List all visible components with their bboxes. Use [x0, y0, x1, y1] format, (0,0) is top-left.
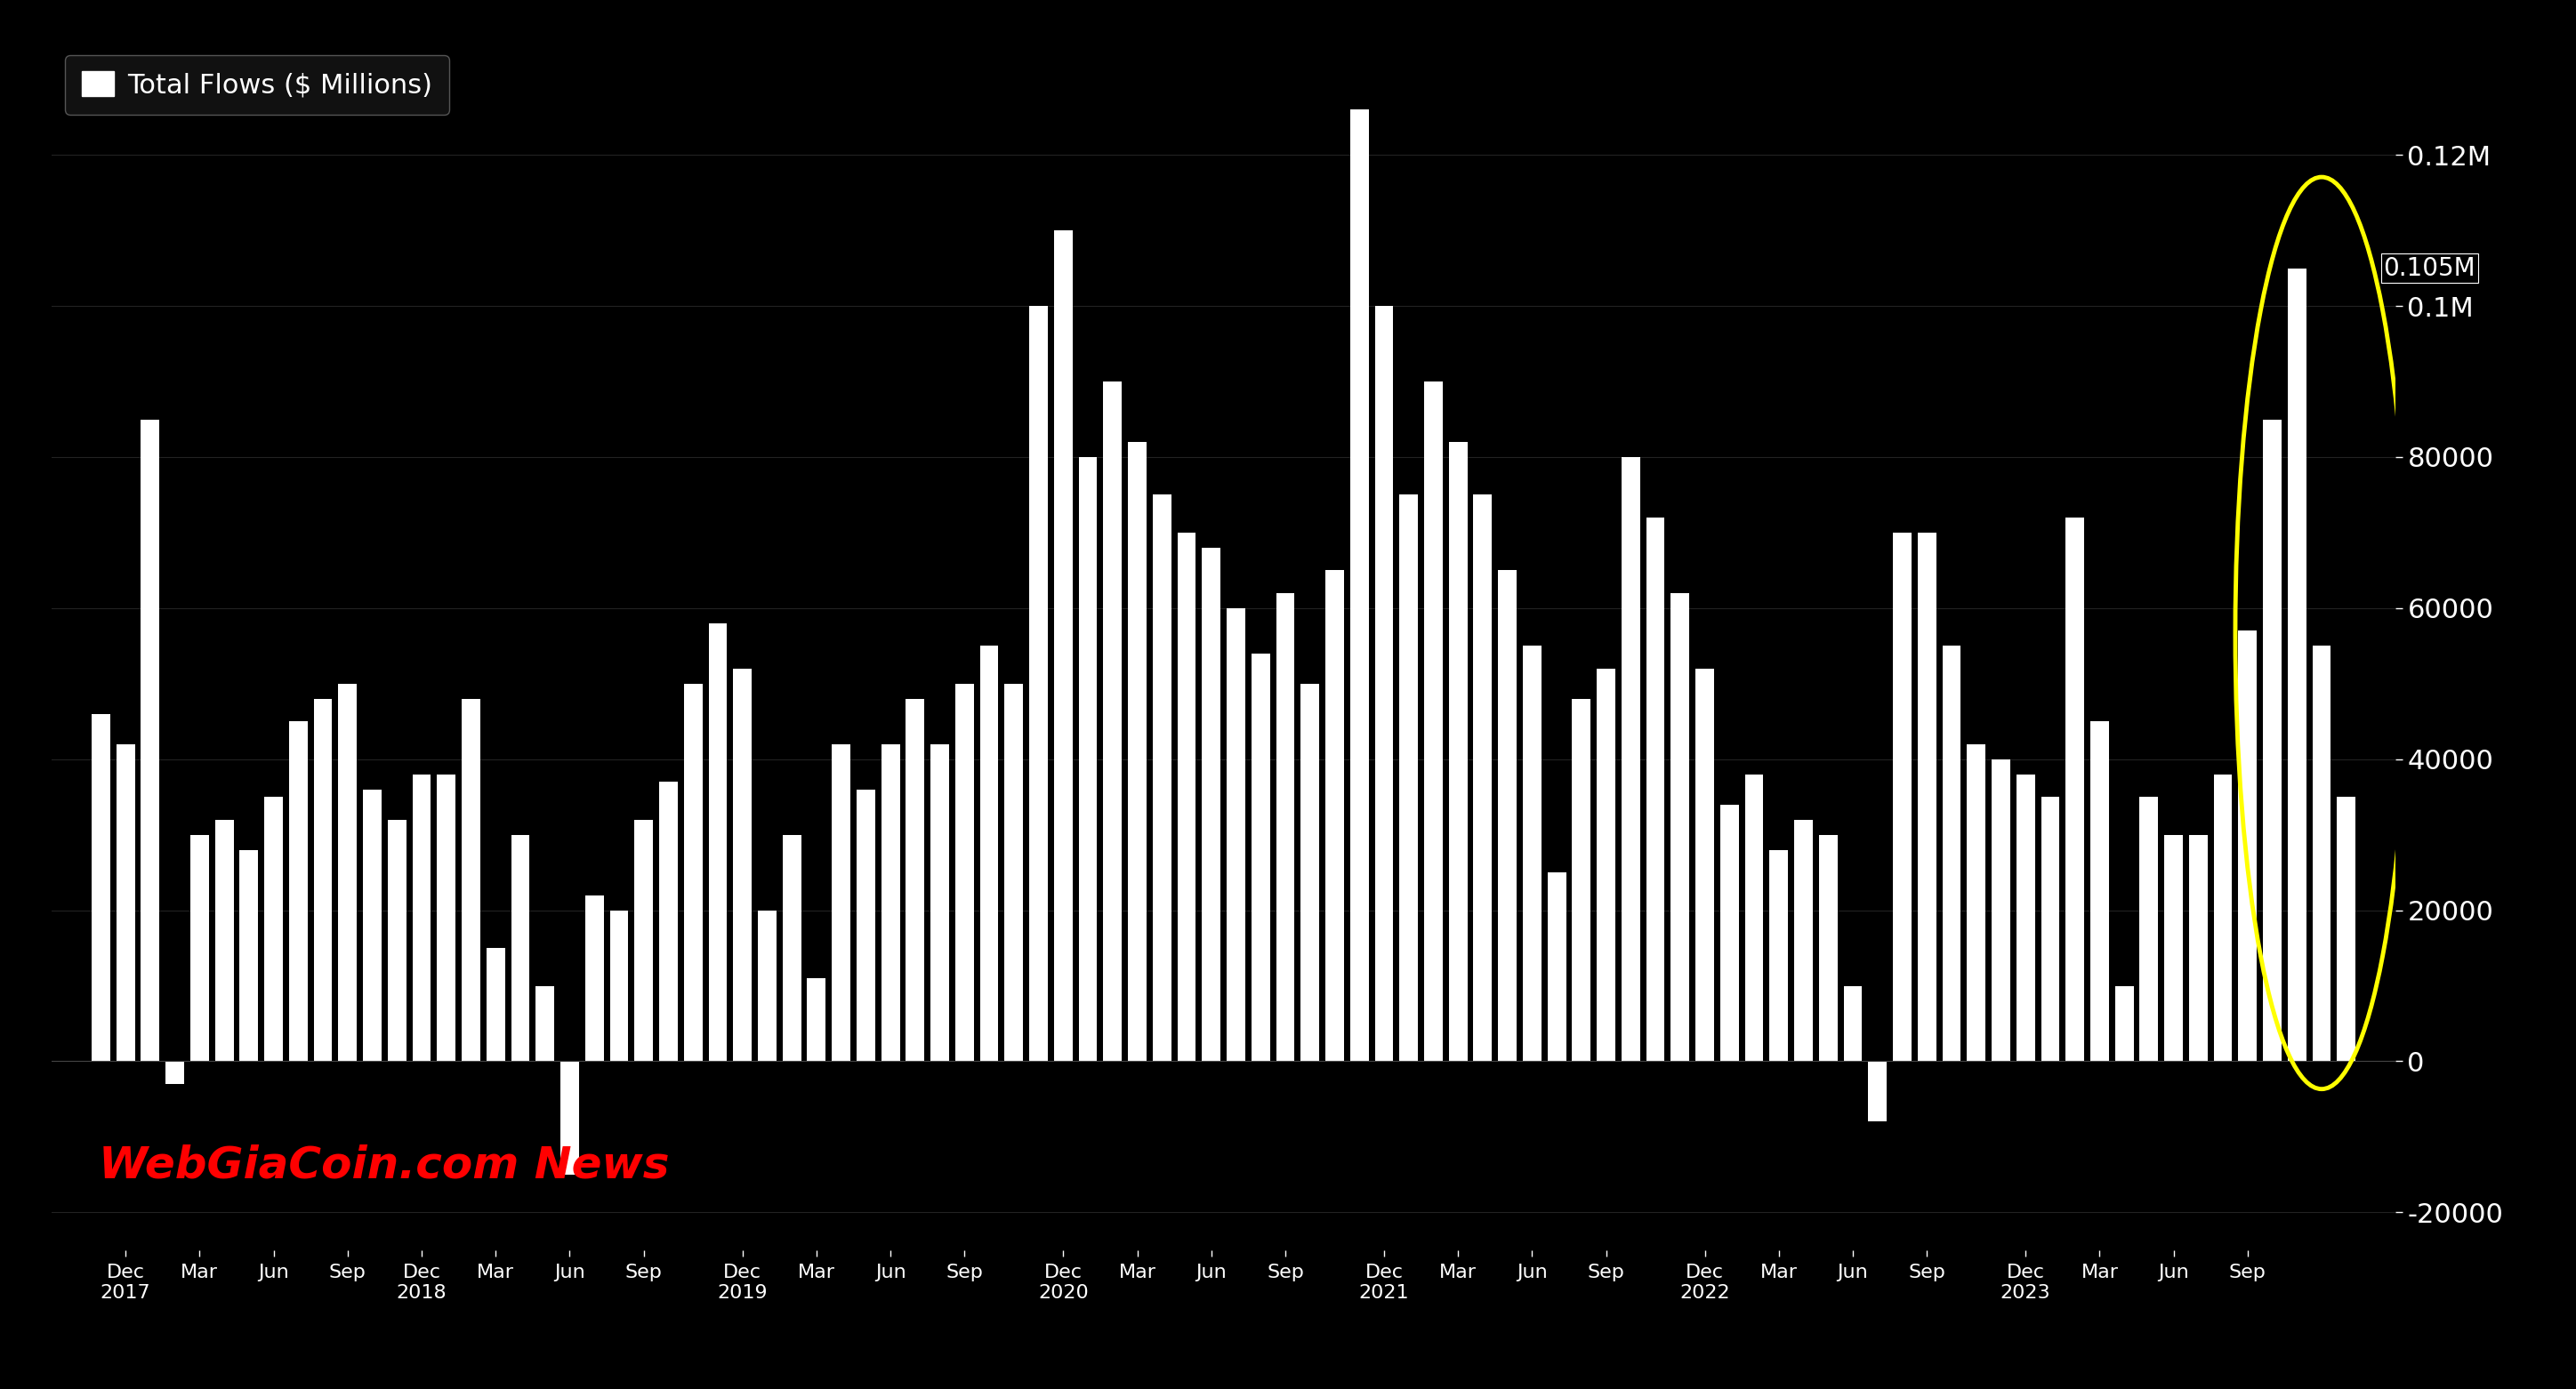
Bar [314, 699, 332, 1061]
Bar [165, 1061, 183, 1083]
Bar [487, 949, 505, 1061]
Bar [412, 774, 430, 1061]
Bar [2213, 774, 2233, 1061]
Bar [1868, 1061, 1886, 1122]
Bar [1721, 804, 1739, 1061]
Bar [438, 774, 456, 1061]
Text: 0.105M: 0.105M [2383, 256, 2476, 281]
Bar [2141, 797, 2159, 1061]
Bar [783, 835, 801, 1061]
Bar [1151, 494, 1172, 1061]
Bar [1795, 820, 1814, 1061]
Bar [2313, 646, 2331, 1061]
Legend: Total Flows ($ Millions): Total Flows ($ Millions) [64, 56, 448, 115]
Bar [2066, 518, 2084, 1061]
Bar [956, 683, 974, 1061]
Bar [1819, 835, 1837, 1061]
Bar [1103, 382, 1121, 1061]
Bar [1177, 532, 1195, 1061]
Bar [683, 683, 703, 1061]
Bar [2239, 631, 2257, 1061]
Bar [585, 895, 603, 1061]
Bar [1350, 110, 1368, 1061]
Bar [1226, 608, 1244, 1061]
Bar [214, 820, 234, 1061]
Bar [930, 745, 948, 1061]
Bar [289, 721, 307, 1061]
Bar [2115, 986, 2133, 1061]
Bar [2017, 774, 2035, 1061]
Bar [562, 1061, 580, 1175]
Bar [265, 797, 283, 1061]
Bar [757, 910, 775, 1061]
Bar [1376, 306, 1394, 1061]
Bar [2264, 419, 2282, 1061]
Bar [1770, 850, 1788, 1061]
Bar [1744, 774, 1765, 1061]
Bar [1942, 646, 1960, 1061]
Bar [708, 624, 726, 1061]
Bar [611, 910, 629, 1061]
Bar [1473, 494, 1492, 1061]
Bar [1425, 382, 1443, 1061]
Bar [1054, 231, 1072, 1061]
Bar [1079, 457, 1097, 1061]
Text: WebGiaCoin.com News: WebGiaCoin.com News [98, 1143, 670, 1186]
Bar [389, 820, 407, 1061]
Bar [2164, 835, 2182, 1061]
Bar [2190, 835, 2208, 1061]
Bar [510, 835, 531, 1061]
Bar [461, 699, 479, 1061]
Bar [1548, 872, 1566, 1061]
Bar [2336, 797, 2354, 1061]
Bar [363, 789, 381, 1061]
Bar [1893, 532, 1911, 1061]
Bar [1597, 668, 1615, 1061]
Bar [1030, 306, 1048, 1061]
Bar [240, 850, 258, 1061]
Bar [1399, 494, 1417, 1061]
Bar [1844, 986, 1862, 1061]
Bar [1005, 683, 1023, 1061]
Bar [1203, 547, 1221, 1061]
Bar [1499, 571, 1517, 1061]
Bar [2040, 797, 2058, 1061]
Bar [1275, 593, 1296, 1061]
Bar [1128, 442, 1146, 1061]
Bar [1672, 593, 1690, 1061]
Bar [1301, 683, 1319, 1061]
Bar [832, 745, 850, 1061]
Bar [659, 782, 677, 1061]
Bar [1695, 668, 1713, 1061]
Bar [142, 419, 160, 1061]
Bar [1646, 518, 1664, 1061]
Bar [1522, 646, 1540, 1061]
Bar [1327, 571, 1345, 1061]
Bar [1620, 457, 1641, 1061]
Bar [806, 978, 827, 1061]
Bar [1571, 699, 1589, 1061]
Bar [116, 745, 134, 1061]
Bar [2287, 268, 2306, 1061]
Bar [1968, 745, 1986, 1061]
Bar [881, 745, 899, 1061]
Bar [979, 646, 999, 1061]
Bar [1252, 653, 1270, 1061]
Bar [536, 986, 554, 1061]
Bar [2089, 721, 2110, 1061]
Bar [1448, 442, 1468, 1061]
Bar [907, 699, 925, 1061]
Bar [634, 820, 652, 1061]
Bar [734, 668, 752, 1061]
Bar [93, 714, 111, 1061]
Bar [337, 683, 358, 1061]
Bar [858, 789, 876, 1061]
Bar [1991, 760, 2009, 1061]
Bar [1917, 532, 1937, 1061]
Bar [191, 835, 209, 1061]
